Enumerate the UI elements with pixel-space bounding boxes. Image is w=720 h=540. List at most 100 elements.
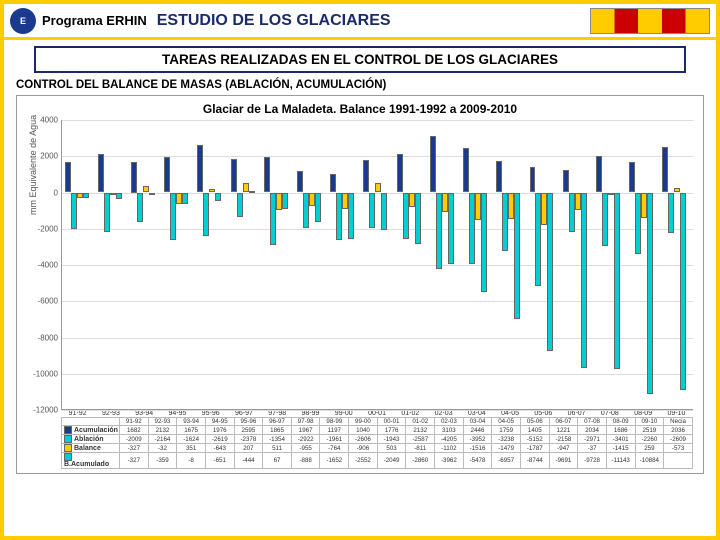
ytick: -4000 [30,261,58,270]
bar-B.Acumulado [348,193,354,239]
bar-Acumulación [297,171,303,193]
bar-Acumulación [131,162,137,192]
bar-group [162,120,195,409]
bar-Ablación [137,193,143,222]
xlabel: 07-08 [593,410,626,417]
xlabel: 92-93 [94,410,127,417]
bar-Ablación [602,193,608,247]
bar-group [195,120,228,409]
bar-Ablación [369,193,375,228]
bar-B.Acumulado [581,193,587,369]
bar-group [560,120,593,409]
bar-Acumulación [397,154,403,193]
xlabel: 04-05 [493,410,526,417]
bar-Acumulación [563,170,569,192]
bar-B.Acumulado [116,193,122,200]
bar-group [427,120,460,409]
bar-B.Acumulado [547,193,553,351]
header-bar: E Programa ERHIN ESTUDIO DE LOS GLACIARE… [4,4,716,40]
bar-group [460,120,493,409]
bar-B.Acumulado [315,193,321,223]
legend-B.Acumulado: B.Acumulado [62,453,120,469]
subtitle: TAREAS REALIZADAS EN EL CONTROL DE LOS G… [42,52,678,67]
bar-Acumulación [430,136,436,192]
bar-B.Acumulado [381,193,387,230]
gov-logo [590,8,710,34]
bar-group [128,120,161,409]
xlabel: 00-01 [360,410,393,417]
bar-Acumulación [164,157,170,193]
ytick: 4000 [30,116,58,125]
bar-Acumulación [197,145,203,192]
bar-B.Acumulado [514,193,520,319]
bar-group [294,120,327,409]
bar-Ablación [237,193,243,218]
bar-group [593,120,626,409]
xlabel: 91-92 [61,410,94,417]
bar-group [228,120,261,409]
bar-Acumulación [662,147,668,193]
chart-data-table: 91-9292-9393-9494-9595-9696-9797-9898-99… [61,417,693,469]
bar-Acumulación [98,154,104,193]
erhin-logo: E [10,8,36,34]
chart-xlabels: 91-9292-9393-9494-9595-9696-9797-9898-99… [61,410,693,417]
bar-B.Acumulado [614,193,620,369]
bar-group [361,120,394,409]
chart-plot-area: mm Equivalente de Agua -12000-10000-8000… [61,120,693,410]
xlabel: 08-09 [627,410,660,417]
bar-group [494,120,527,409]
bar-group [261,120,294,409]
bar-Acumulación [463,148,469,192]
bar-B.Acumulado [282,193,288,209]
page: E Programa ERHIN ESTUDIO DE LOS GLACIARE… [0,0,720,540]
bar-group [660,120,693,409]
bar-B.Acumulado [481,193,487,292]
ytick: -12000 [30,406,58,415]
bar-group [62,120,95,409]
bar-B.Acumulado [415,193,421,245]
bar-Balance [375,183,381,192]
bar-B.Acumulado [215,193,221,201]
xlabel: 02-03 [427,410,460,417]
ytick: 0 [30,188,58,197]
legend-Ablación: Ablación [62,435,120,444]
xlabel: 96-97 [227,410,260,417]
program-label: Programa ERHIN [42,13,147,28]
xlabel: 03-04 [460,410,493,417]
bar-B.Acumulado [680,193,686,390]
ytick: -10000 [30,369,58,378]
ytick: -2000 [30,224,58,233]
bar-group [328,120,361,409]
bar-Acumulación [65,162,71,192]
xlabel: 06-07 [560,410,593,417]
subtitle-box: TAREAS REALIZADAS EN EL CONTROL DE LOS G… [34,46,686,73]
xlabel: 05-06 [527,410,560,417]
bar-group [626,120,659,409]
ytick: 2000 [30,152,58,161]
bar-Acumulación [264,157,270,193]
chart-ylabel: mm Equivalente de Agua [28,114,38,214]
legend-Acumulación: Acumulación [62,426,120,435]
xlabel: 94-95 [161,410,194,417]
bar-B.Acumulado [83,193,89,199]
ytick: -8000 [30,333,58,342]
bar-group [394,120,427,409]
xlabel: 98-99 [294,410,327,417]
bar-group [95,120,128,409]
page-title: ESTUDIO DE LOS GLACIARES [157,12,590,30]
bar-Ablación [668,193,674,234]
bar-B.Acumulado [149,193,155,195]
bar-Ablación [104,193,110,232]
bar-Acumulación [596,156,602,193]
bar-group [527,120,560,409]
chart-title: Glaciar de La Maladeta. Balance 1991-199… [21,102,699,116]
chart-container: Glaciar de La Maladeta. Balance 1991-199… [16,95,704,474]
bar-Acumulación [629,162,635,193]
bar-B.Acumulado [182,193,188,205]
legend-Balance: Balance [62,444,120,453]
bar-Acumulación [530,167,536,192]
bar-B.Acumulado [448,193,454,265]
bar-Ablación [203,193,209,236]
bar-Acumulación [363,160,369,192]
bar-Acumulación [496,161,502,193]
